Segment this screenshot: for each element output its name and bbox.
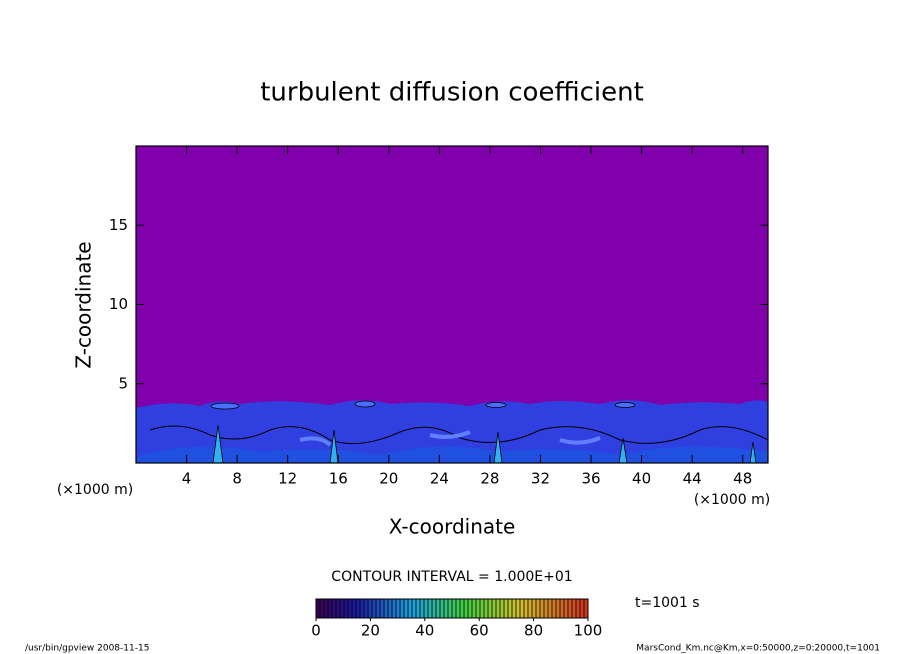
- chart-title: turbulent diffusion coefficient: [260, 78, 644, 108]
- footer-left: /usr/bin/gpview 2008-11-15: [25, 644, 149, 654]
- y-tick-label: 15: [109, 216, 128, 234]
- x-tick-label: 24: [430, 470, 449, 488]
- time-label: t=1001 s: [635, 595, 700, 611]
- x-tick-label: 40: [632, 470, 651, 488]
- colorbar-stripes: 0 20 40 60 80 100: [311, 599, 602, 640]
- x-tick-label: 20: [379, 470, 398, 488]
- colorbar-tick-label: 20: [361, 622, 380, 640]
- x-axis-label: X-coordinate: [389, 515, 516, 539]
- colorbar-tick-label: 0: [311, 622, 321, 640]
- x-tick-label: 44: [683, 470, 702, 488]
- contour-interval: CONTOUR INTERVAL = 1.000E+01: [331, 569, 572, 585]
- x-unit: (×1000 m): [694, 492, 770, 508]
- colorbar-tick-label: 100: [574, 622, 603, 640]
- x-tick-label: 48: [733, 470, 752, 488]
- x-tick-label: 4: [182, 470, 192, 488]
- x-tick-label: 12: [278, 470, 297, 488]
- y-unit: (×1000 m): [57, 482, 133, 498]
- x-tick-label: 32: [531, 470, 550, 488]
- colorbar-tick-label: 60: [470, 622, 489, 640]
- y-tick-label: 5: [118, 374, 128, 392]
- colorbar-tick-label: 40: [415, 622, 434, 640]
- x-tick-label: 8: [232, 470, 242, 488]
- x-tick-label: 36: [581, 470, 600, 488]
- x-tick-label: 16: [329, 470, 348, 488]
- contour-field: [136, 146, 768, 463]
- y-tick-label: 10: [109, 295, 128, 313]
- y-axis-label: Z-coordinate: [72, 241, 96, 368]
- footer-right: MarsCond_Km.nc@Km,x=0:50000,z=0:20000,t=…: [636, 644, 880, 654]
- x-tick-label: 28: [480, 470, 499, 488]
- colorbar-tick-label: 80: [524, 622, 543, 640]
